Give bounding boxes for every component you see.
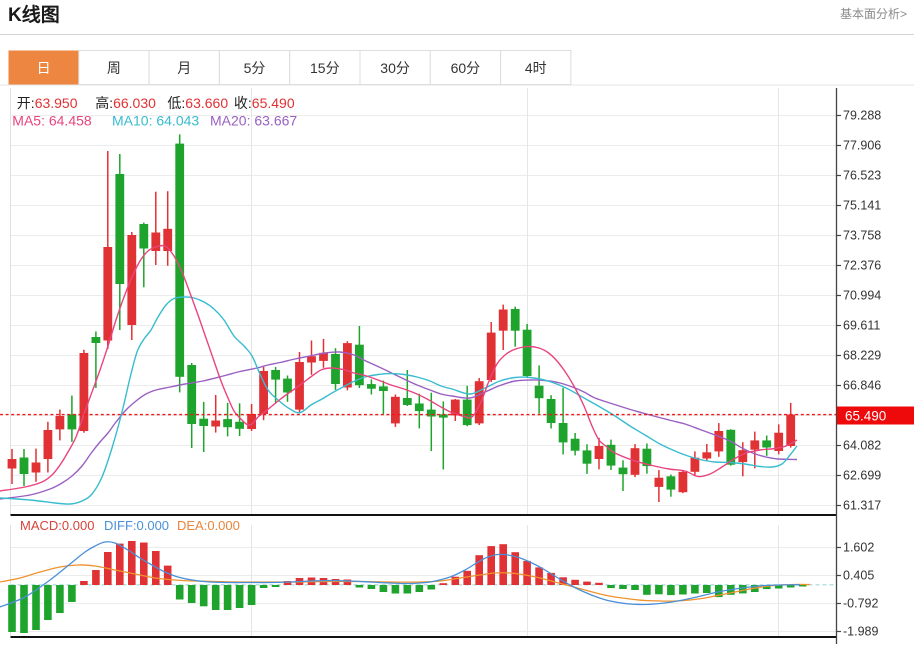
svg-text:68.229: 68.229 [843, 349, 881, 363]
svg-text:基本面分析>: 基本面分析> [840, 7, 907, 21]
svg-text:月: 月 [177, 60, 191, 76]
svg-text:70.994: 70.994 [843, 289, 881, 303]
svg-text:DEA:0.000: DEA:0.000 [177, 518, 240, 533]
svg-text:1.602: 1.602 [843, 541, 874, 555]
svg-text:5分: 5分 [244, 60, 266, 76]
svg-text:高:66.030: 高:66.030 [95, 95, 156, 111]
svg-text:-1.989: -1.989 [843, 625, 878, 639]
svg-text:DIFF:0.000: DIFF:0.000 [104, 518, 169, 533]
svg-text:低:63.660: 低:63.660 [167, 95, 228, 111]
svg-text:76.523: 76.523 [843, 169, 881, 183]
svg-text:MA20: 63.667: MA20: 63.667 [210, 113, 297, 129]
svg-text:77.906: 77.906 [843, 139, 881, 153]
svg-text:65.490: 65.490 [845, 409, 886, 424]
svg-text:72.376: 72.376 [843, 259, 881, 273]
svg-text:60分: 60分 [451, 60, 481, 76]
svg-text:79.288: 79.288 [843, 109, 881, 123]
svg-text:开:63.950: 开:63.950 [17, 95, 78, 111]
svg-text:66.846: 66.846 [843, 379, 881, 393]
svg-text:4时: 4时 [525, 60, 547, 76]
svg-text:周: 周 [107, 60, 121, 76]
svg-text:K线图: K线图 [8, 3, 60, 26]
svg-text:日: 日 [37, 60, 51, 76]
svg-text:75.141: 75.141 [843, 199, 881, 213]
svg-text:收:65.490: 收:65.490 [234, 95, 295, 111]
svg-text:62.699: 62.699 [843, 469, 881, 483]
svg-text:30分: 30分 [380, 60, 410, 76]
svg-text:MACD:0.000: MACD:0.000 [20, 518, 94, 533]
svg-text:15分: 15分 [310, 60, 340, 76]
svg-text:73.758: 73.758 [843, 229, 881, 243]
svg-text:-0.792: -0.792 [843, 597, 878, 611]
svg-text:64.082: 64.082 [843, 439, 881, 453]
svg-text:61.317: 61.317 [843, 499, 881, 513]
svg-text:0.405: 0.405 [843, 569, 874, 583]
svg-text:69.611: 69.611 [843, 319, 880, 333]
svg-text:MA10: 64.043: MA10: 64.043 [112, 113, 199, 129]
svg-text:MA5: 64.458: MA5: 64.458 [12, 113, 92, 129]
